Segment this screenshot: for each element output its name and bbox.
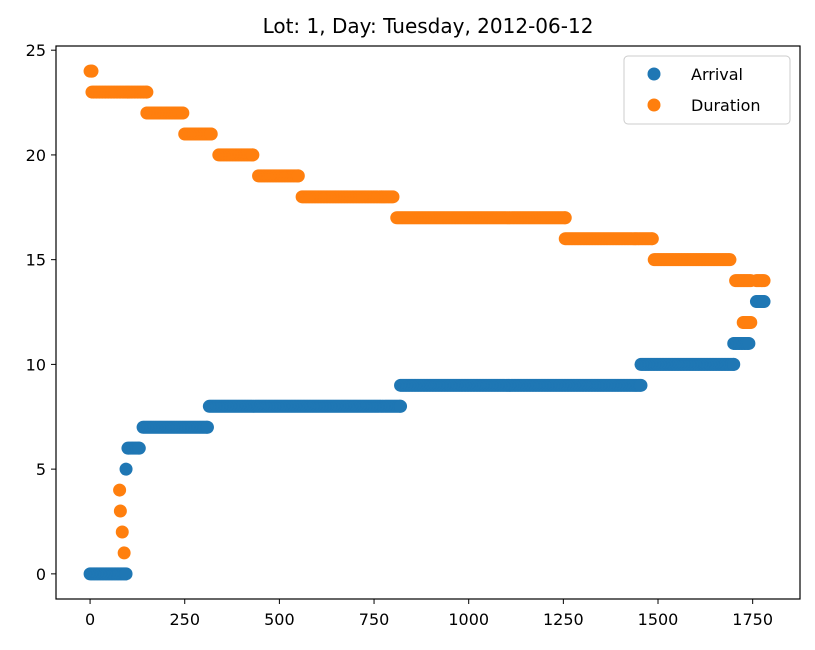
- duration-point: [645, 232, 659, 246]
- arrival-point: [119, 462, 133, 476]
- arrival-point: [727, 357, 741, 371]
- duration-point: [85, 64, 99, 78]
- arrival-point: [119, 567, 133, 581]
- x-tick-label: 1500: [638, 610, 679, 629]
- duration-point: [246, 148, 260, 162]
- duration-point: [117, 546, 131, 560]
- legend-marker-duration: [647, 98, 661, 112]
- duration-point: [140, 85, 154, 99]
- legend: Arrival Duration: [623, 55, 791, 125]
- duration-point: [113, 483, 127, 497]
- duration-point: [113, 504, 127, 518]
- arrival-point: [634, 378, 648, 392]
- series-duration: [83, 64, 771, 560]
- duration-point: [558, 211, 572, 225]
- arrival-point: [742, 336, 756, 350]
- arrival-point: [757, 295, 771, 309]
- x-axis: 0 250 500 750 1000 1250 1500 1750: [85, 599, 773, 629]
- y-axis: 0 5 10 15 20 25: [26, 41, 56, 584]
- arrival-point: [200, 420, 214, 434]
- x-tick-label: 1000: [448, 610, 489, 629]
- series-arrival: [83, 295, 771, 581]
- y-tick-label: 25: [26, 41, 46, 60]
- plot-frame: [55, 45, 801, 600]
- legend-marker-arrival: [647, 67, 661, 81]
- x-tick-label: 0: [85, 610, 95, 629]
- x-tick-label: 500: [264, 610, 295, 629]
- y-tick-label: 10: [26, 355, 46, 374]
- duration-point: [723, 253, 737, 267]
- duration-point: [757, 274, 771, 288]
- x-tick-label: 250: [169, 610, 200, 629]
- duration-point: [386, 190, 400, 204]
- plot-marks: [83, 64, 771, 581]
- legend-label-duration: Duration: [691, 96, 761, 115]
- legend-box: [623, 55, 791, 125]
- arrival-point: [394, 399, 408, 413]
- legend-label-arrival: Arrival: [691, 65, 743, 84]
- duration-point: [176, 106, 190, 120]
- chart-title: Lot: 1, Day: Tuesday, 2012-06-12: [263, 14, 594, 38]
- duration-point: [291, 169, 305, 183]
- y-tick-label: 20: [26, 146, 46, 165]
- y-tick-label: 15: [26, 251, 46, 270]
- duration-point: [744, 316, 758, 329]
- x-tick-label: 1750: [732, 610, 773, 629]
- duration-point: [204, 127, 218, 141]
- arrival-point: [132, 441, 146, 455]
- duration-point: [115, 525, 129, 539]
- y-tick-label: 0: [36, 565, 46, 584]
- x-tick-label: 1250: [543, 610, 584, 629]
- x-tick-label: 750: [359, 610, 390, 629]
- y-tick-label: 5: [36, 460, 46, 479]
